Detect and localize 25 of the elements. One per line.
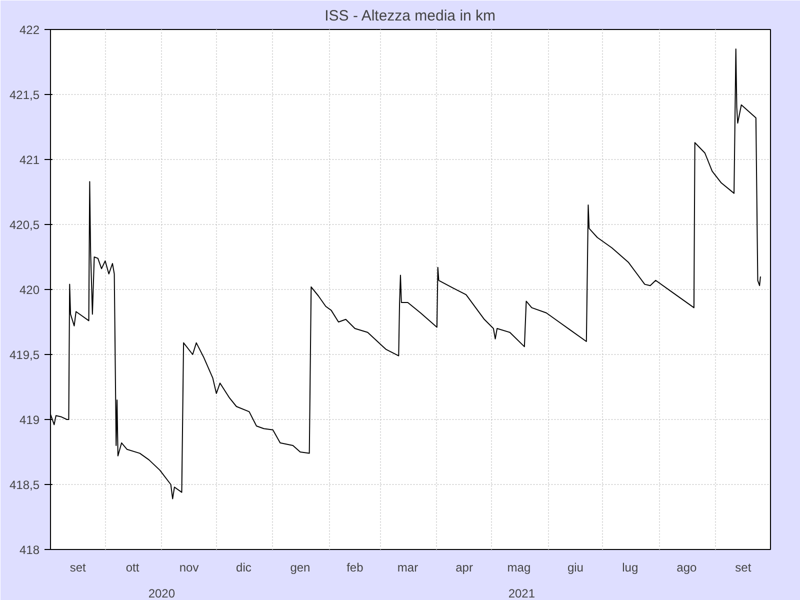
x-tick-label: ago bbox=[676, 560, 697, 574]
y-tick-label: 420 bbox=[19, 283, 40, 297]
chart-title: ISS - Altezza media in km bbox=[324, 8, 496, 24]
text: 2021 bbox=[508, 586, 536, 600]
x-tick-label: feb bbox=[346, 560, 364, 574]
x-tick-label: mag bbox=[507, 560, 531, 574]
y-tick-label: 418,5 bbox=[9, 478, 40, 492]
y-tick-label: 418 bbox=[19, 543, 40, 557]
text: 2020 bbox=[148, 586, 176, 600]
x-tick-label: ott bbox=[126, 560, 140, 574]
x-tick-label: dic bbox=[236, 560, 252, 574]
y-tick-label: 422 bbox=[19, 23, 40, 37]
y-tick-label: 420,5 bbox=[9, 218, 40, 232]
x-tick-label: set bbox=[735, 560, 752, 574]
x-tick-label: nov bbox=[179, 560, 199, 574]
x-tick-label: mar bbox=[397, 560, 418, 574]
x-tick-label: apr bbox=[456, 560, 473, 574]
y-tick-label: 419,5 bbox=[9, 348, 40, 362]
y-tick-label: 421,5 bbox=[9, 88, 40, 102]
x-tick-label: giu bbox=[567, 560, 584, 574]
y-tick-label: 421 bbox=[19, 153, 40, 167]
y-tick-label: 419 bbox=[19, 413, 40, 427]
x-tick-label: gen bbox=[290, 560, 310, 574]
x-tick-label: set bbox=[70, 560, 87, 574]
x-tick-label: lug bbox=[622, 560, 638, 574]
